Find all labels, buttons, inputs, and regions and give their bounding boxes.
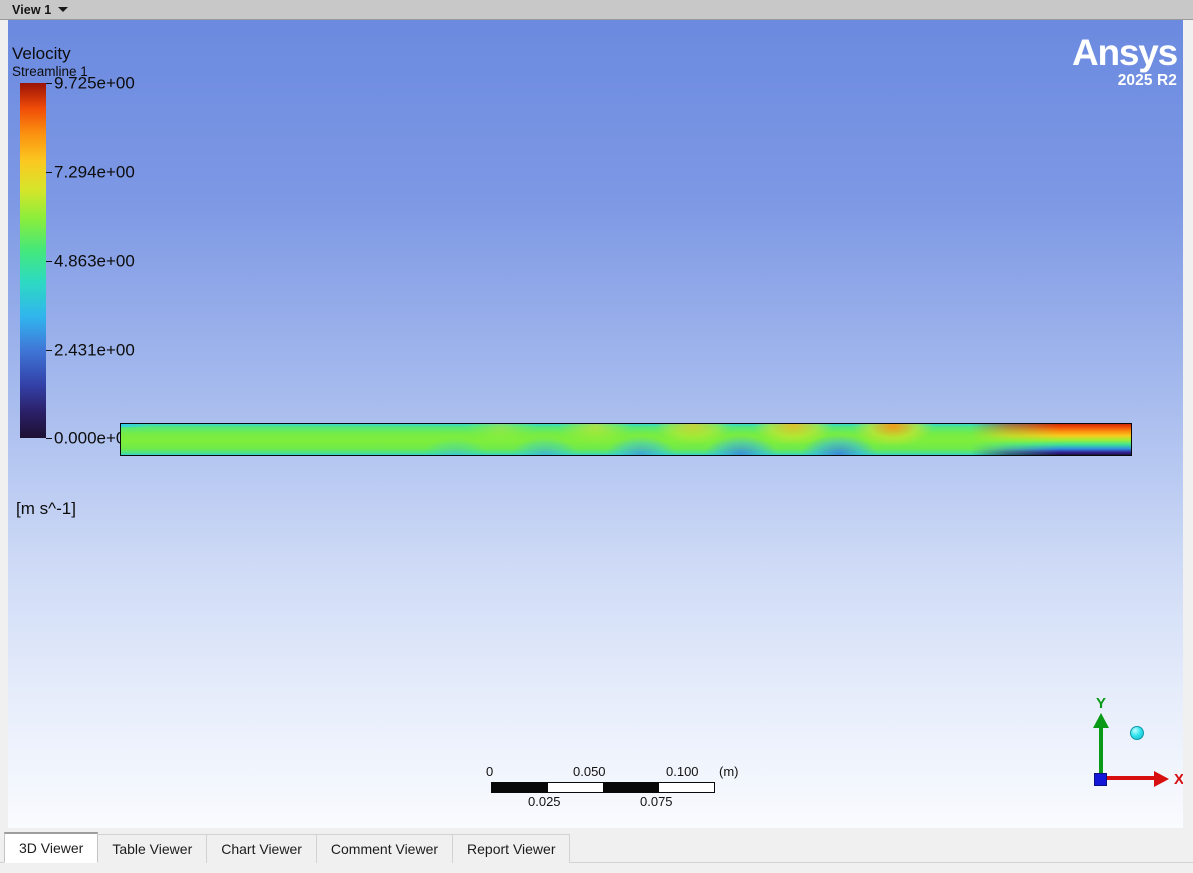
scale-label-050: 0.050 <box>573 764 606 779</box>
scale-segment <box>658 783 714 792</box>
scale-bar: 0 0.050 0.100 (m) 0.025 0.075 <box>476 764 756 810</box>
scale-label-075: 0.075 <box>640 794 673 809</box>
legend-label: 4.863e+00 <box>54 251 135 271</box>
x-axis-arrow-shaft <box>1100 776 1158 780</box>
scale-top-labels: 0 0.050 0.100 (m) <box>476 764 756 780</box>
tab-chart-viewer[interactable]: Chart Viewer <box>206 834 317 863</box>
scale-segment <box>492 783 548 792</box>
tab-3d-viewer[interactable]: 3D Viewer <box>4 832 99 863</box>
scale-track <box>491 782 715 793</box>
ansys-logo: Ansys 2025 R2 <box>1071 32 1178 90</box>
legend-tick <box>46 350 52 351</box>
legend-label-max: 9.725e+00 <box>54 73 135 93</box>
legend-tick <box>46 438 52 439</box>
scale-unit-label: (m) <box>719 764 739 779</box>
ansys-wordmark: Ansys <box>1071 32 1178 73</box>
legend-tick <box>46 83 52 84</box>
viewer-tab-bar: 3D Viewer Table Viewer Chart Viewer Comm… <box>0 832 1193 873</box>
legend-color-bar <box>20 83 46 438</box>
tab-comment-viewer[interactable]: Comment Viewer <box>315 834 454 863</box>
legend-body: 9.725e+00 7.294e+00 4.863e+00 2.431e+00 … <box>12 75 212 447</box>
x-axis-label: X <box>1174 771 1183 788</box>
contour-inlet-edge <box>121 424 149 427</box>
x-axis-arrow-head <box>1154 771 1169 787</box>
contour-outlet-layer <box>971 424 1131 455</box>
legend-title: Velocity <box>12 44 71 63</box>
y-axis-label: Y <box>1096 695 1107 712</box>
top-toolbar: View 1 <box>0 0 1193 20</box>
y-axis-arrow-head <box>1093 713 1109 728</box>
viewer-tab-strip: 3D Viewer Table Viewer Chart Viewer Comm… <box>4 832 571 863</box>
legend-subtitle: Streamline 1 <box>12 64 88 79</box>
ansys-release-label: 2025 R2 <box>1117 72 1177 89</box>
legend-unit-label: [m s^-1] <box>16 499 76 518</box>
y-axis-arrow-shaft <box>1099 722 1103 780</box>
view-selector-dropdown[interactable]: View 1 <box>8 0 72 19</box>
chevron-down-icon <box>58 7 69 12</box>
viewport-frame: Velocity Streamline 1 9.725e+00 7.294e+0… <box>0 20 1193 832</box>
contour-vortex-layer <box>121 424 1131 455</box>
tab-bar-underline <box>0 862 1193 863</box>
view-selector-label: View 1 <box>12 2 52 17</box>
tab-table-viewer[interactable]: Table Viewer <box>97 834 208 863</box>
3d-viewport[interactable]: Velocity Streamline 1 9.725e+00 7.294e+0… <box>8 20 1183 828</box>
legend-label-min: 0.000e+00 <box>54 428 135 448</box>
legend-tick <box>46 261 52 262</box>
scale-label-025: 0.025 <box>528 794 561 809</box>
velocity-contour-domain[interactable] <box>120 423 1132 456</box>
scale-bottom-labels: 0.025 0.075 <box>476 794 756 810</box>
tab-report-viewer[interactable]: Report Viewer <box>452 834 571 863</box>
legend-label: 7.294e+00 <box>54 162 135 182</box>
scale-label-0: 0 <box>486 764 494 779</box>
z-axis-sphere-marker <box>1130 726 1144 740</box>
color-legend: Velocity Streamline 1 9.725e+00 7.294e+0… <box>12 44 212 518</box>
legend-label: 2.431e+00 <box>54 340 135 360</box>
origin-marker <box>1094 773 1107 786</box>
axis-triad[interactable]: Y X <box>1086 695 1183 790</box>
legend-tick <box>46 172 52 173</box>
scale-segment <box>603 783 659 792</box>
scale-label-100: 0.100 <box>666 764 699 779</box>
scale-segment <box>547 783 603 792</box>
